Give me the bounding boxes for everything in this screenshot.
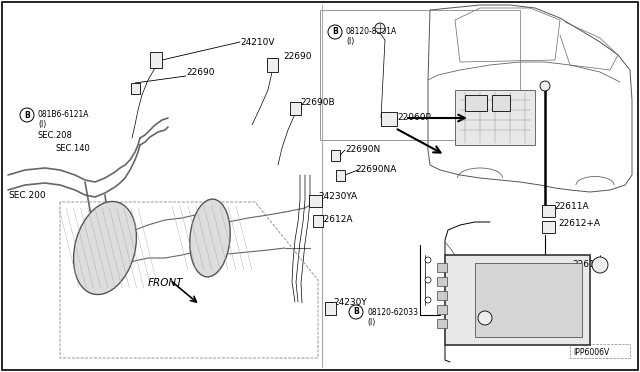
Text: SEC.140: SEC.140 [55, 144, 90, 153]
Circle shape [20, 108, 34, 122]
Bar [437, 277, 447, 286]
Text: 24210V: 24210V [240, 38, 275, 47]
Circle shape [425, 297, 431, 303]
Ellipse shape [190, 199, 230, 277]
Text: 08120-62033: 08120-62033 [367, 308, 418, 317]
Bar [331, 150, 340, 161]
Circle shape [349, 305, 363, 319]
Bar [570, 344, 630, 358]
Bar [131, 83, 140, 94]
Text: B: B [353, 308, 359, 317]
Text: 081B6-6121A: 081B6-6121A [38, 110, 90, 119]
Text: 24230Y: 24230Y [333, 298, 367, 307]
Bar [150, 52, 162, 68]
Text: 22060P: 22060P [397, 113, 431, 122]
Text: B: B [24, 110, 30, 119]
Text: 22612: 22612 [495, 307, 524, 316]
Circle shape [478, 311, 492, 325]
Bar [290, 102, 301, 115]
Bar [309, 195, 322, 207]
Text: SEC.208: SEC.208 [38, 131, 73, 140]
Text: (I): (I) [346, 37, 355, 46]
Bar [455, 90, 535, 145]
Text: (I): (I) [38, 120, 46, 129]
Bar [437, 305, 447, 314]
Circle shape [540, 81, 550, 91]
Bar [336, 170, 345, 181]
Text: (I): (I) [367, 318, 375, 327]
Text: 22612A: 22612A [318, 215, 353, 224]
Text: 22690: 22690 [283, 52, 312, 61]
Bar [313, 215, 323, 227]
Bar [445, 255, 590, 345]
Circle shape [375, 23, 385, 33]
Circle shape [592, 257, 608, 273]
Circle shape [425, 257, 431, 263]
Bar [437, 319, 447, 328]
Bar [437, 263, 447, 272]
Text: 08120-8301A: 08120-8301A [346, 27, 397, 36]
Bar [325, 302, 336, 315]
Text: 22690NA: 22690NA [355, 165, 396, 174]
Text: IPP6006V: IPP6006V [573, 348, 609, 357]
Text: 22611A: 22611A [554, 202, 589, 211]
Bar [437, 291, 447, 300]
Text: 22690: 22690 [186, 68, 214, 77]
Text: 22690B: 22690B [300, 98, 335, 107]
Bar [465, 95, 487, 111]
Bar [492, 95, 510, 111]
Text: FRONT: FRONT [148, 278, 184, 288]
Circle shape [328, 25, 342, 39]
Bar [381, 112, 397, 126]
Text: B: B [332, 28, 338, 36]
Circle shape [425, 277, 431, 283]
Text: 22690N: 22690N [345, 145, 380, 154]
Bar [267, 58, 278, 72]
Ellipse shape [74, 202, 136, 295]
Text: 24230YA: 24230YA [318, 192, 357, 201]
Text: SEC.200: SEC.200 [8, 190, 45, 199]
Bar [542, 221, 555, 233]
Bar [320, 10, 520, 140]
Bar [542, 205, 555, 217]
Bar [475, 263, 582, 337]
Text: 22612+A: 22612+A [558, 219, 600, 228]
Text: 22611: 22611 [572, 260, 600, 269]
